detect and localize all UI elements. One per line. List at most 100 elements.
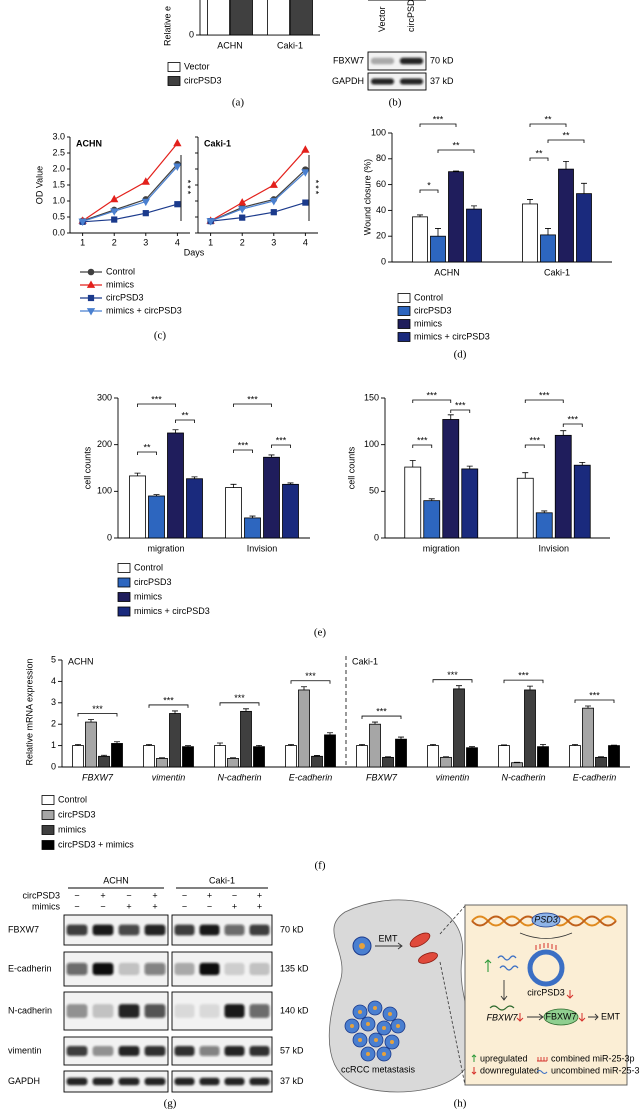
error-bar (372, 721, 378, 725)
gene-box (531, 912, 561, 928)
panel-label: (d) (454, 349, 467, 361)
marker (206, 218, 215, 226)
error-bar (466, 465, 473, 469)
y-tick-label: 0 (51, 761, 56, 771)
sig-label: *** (539, 390, 550, 400)
bar (576, 193, 592, 263)
legend-label: circPSD3 (414, 305, 452, 315)
y-tick-label: 300 (97, 392, 112, 402)
sig-bracket (503, 679, 544, 684)
x-tick-label: Caki-1 (544, 267, 570, 277)
sig-bracket (432, 679, 473, 683)
bar (72, 745, 84, 768)
y-tick-label: 0 (189, 29, 194, 39)
sig-label: *** (376, 706, 387, 716)
y-tick-label: 2.0 (52, 163, 65, 173)
sig-bracket (412, 399, 452, 403)
panel-label: (f) (315, 860, 326, 872)
bar (404, 466, 422, 539)
legend-label: circPSD3 (184, 75, 222, 85)
x-tick-label: 4 (175, 237, 180, 247)
x-tick-label: vimentin (436, 772, 470, 782)
legend-label: uncombined miR-25-3p (551, 1065, 640, 1075)
sig-bracket (524, 444, 545, 448)
bar (207, 0, 230, 36)
legend-label: combined miR-25-3p (551, 1053, 635, 1063)
bar (537, 746, 549, 768)
x-tick-label: 1 (80, 237, 85, 247)
sign: + (257, 901, 262, 911)
x-tick-label: N-cadherin (501, 772, 545, 782)
sig-bracket (137, 451, 157, 455)
error-bar (560, 430, 567, 436)
blot-band (224, 1045, 245, 1057)
error-bar (134, 472, 141, 476)
legend-label: circPSD3 (106, 292, 144, 302)
legend-label: Vector (184, 61, 210, 71)
blot-band (92, 1045, 114, 1057)
bar (240, 710, 252, 768)
sig-label: ** (562, 130, 570, 140)
y-tick-label: 20 (376, 231, 386, 241)
series-line (82, 163, 178, 222)
marker (270, 209, 277, 216)
legend-label: Control (134, 562, 163, 572)
legend-swatch (41, 810, 55, 820)
sig-bracket (574, 699, 615, 704)
error-bar (172, 710, 178, 714)
y-tick-label: 80 (376, 153, 386, 163)
error-bar (541, 510, 548, 513)
sign: − (74, 901, 79, 911)
blot-band (199, 924, 220, 936)
sig-label: *** (183, 180, 193, 197)
sign: + (257, 890, 262, 900)
x-tick-label: 4 (303, 237, 308, 247)
y-tick-label: 4 (51, 676, 56, 686)
zoom-line (439, 905, 466, 1086)
bar (427, 745, 439, 768)
error-bar (159, 757, 165, 759)
uncombined-mirna (497, 955, 519, 971)
bar (356, 745, 368, 768)
bar (558, 168, 574, 263)
bar (461, 468, 479, 539)
blot-band (118, 1004, 140, 1018)
legend-swatch (41, 795, 55, 805)
bar (595, 756, 607, 768)
up-arrow (471, 1054, 477, 1062)
size-label: 140 kD (280, 1005, 309, 1015)
blot-band (249, 924, 270, 936)
sig-label: ** (544, 114, 552, 124)
marker (78, 218, 87, 227)
marker (173, 163, 182, 171)
blot-band (66, 1004, 88, 1018)
blot-band (224, 1004, 245, 1018)
diagram-label: FBXW7 (486, 1012, 518, 1022)
bar (282, 483, 299, 539)
marker (174, 201, 181, 208)
sign: + (126, 901, 131, 911)
bar (442, 419, 460, 539)
legend-swatch (41, 840, 55, 850)
cell-nucleus (388, 1012, 392, 1016)
blot-band (224, 962, 245, 976)
x-tick-label: FBXW7 (366, 772, 398, 782)
x-tick-label: Invision (247, 543, 278, 553)
legend-swatch (41, 825, 55, 835)
marker (238, 198, 247, 206)
sig-bracket (529, 123, 567, 127)
marker (239, 214, 246, 221)
combined-mirna (535, 943, 557, 950)
legend-label: mimics + circPSD3 (134, 606, 210, 616)
bar (324, 734, 336, 768)
arrow (588, 1013, 599, 1021)
y-tick-label: 100 (364, 439, 379, 449)
error-bar (447, 414, 454, 420)
sig-bracket (148, 704, 189, 708)
bar (516, 477, 534, 539)
bar (535, 512, 553, 539)
y-tick-label: 40 (376, 205, 386, 215)
sig-label: *** (417, 435, 428, 445)
error-bar (409, 460, 416, 468)
blot-band (92, 1004, 114, 1018)
